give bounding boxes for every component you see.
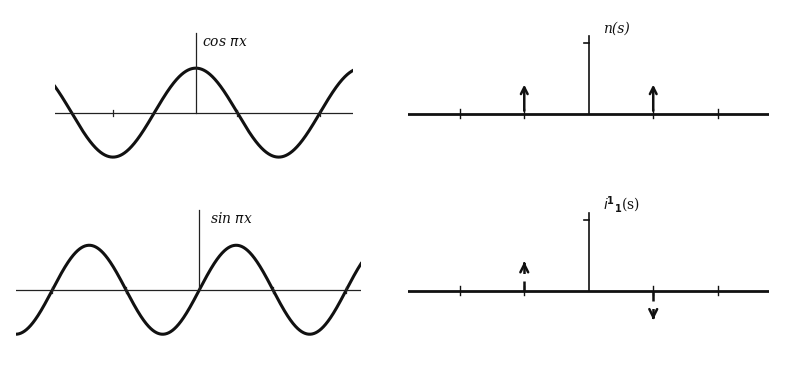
Text: cos $\pi$x: cos $\pi$x bbox=[203, 35, 248, 49]
Text: n(s): n(s) bbox=[603, 21, 630, 35]
Text: $\mathbf{\it{i}}^{\mathbf{1}}$$\mathbf{_1}$(s): $\mathbf{\it{i}}^{\mathbf{1}}$$\mathbf{_… bbox=[603, 194, 641, 215]
Text: sin $\pi$x: sin $\pi$x bbox=[210, 211, 254, 226]
